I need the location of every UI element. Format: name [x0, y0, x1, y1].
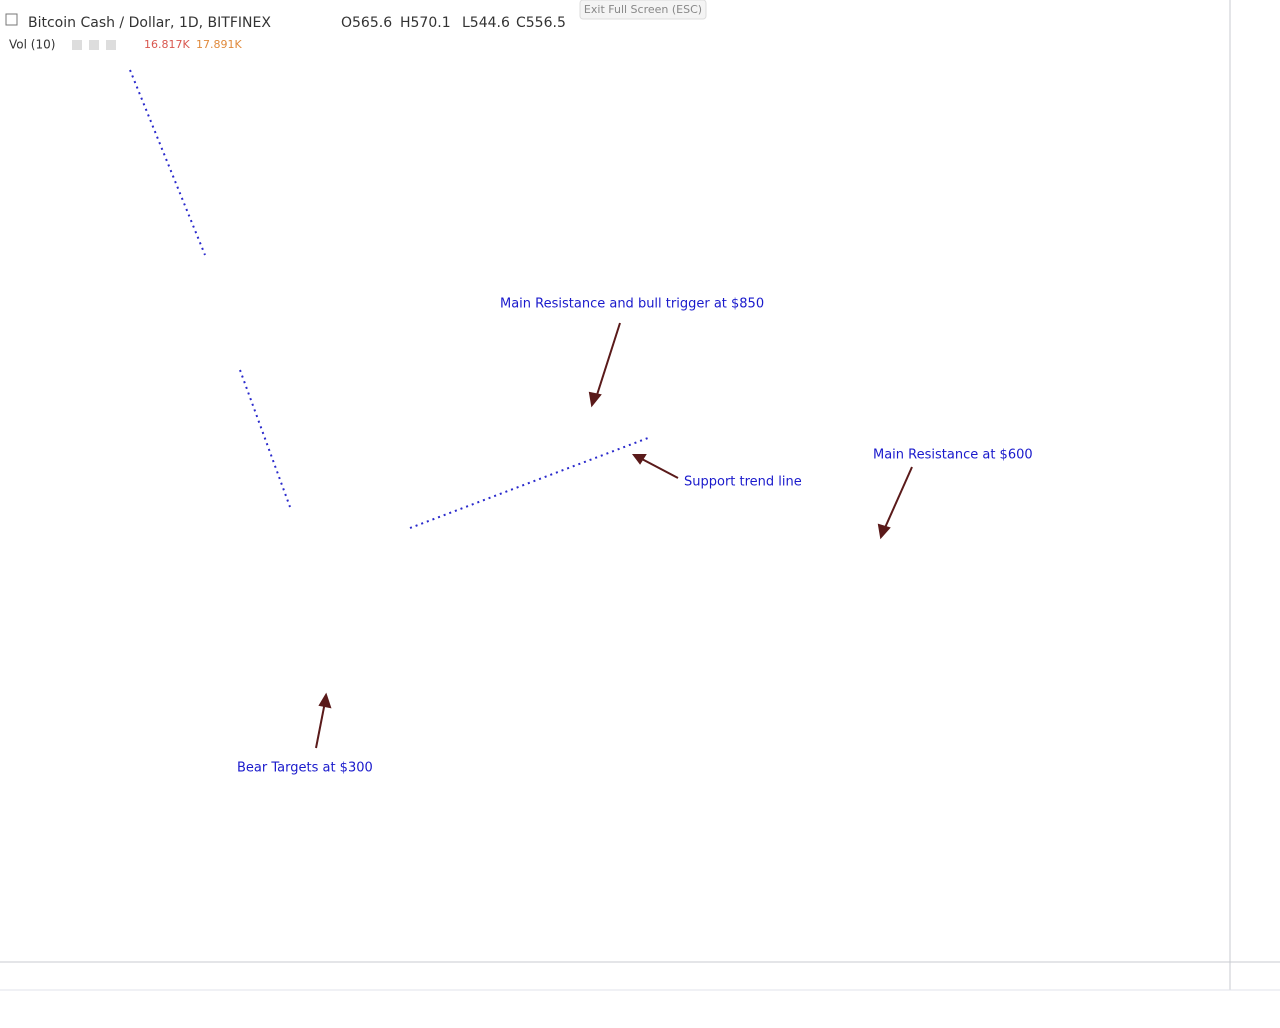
support-trend-line — [409, 437, 649, 529]
annotation: Main Resistance and bull trigger at $850 — [500, 297, 764, 312]
toolbar-bg — [0, 990, 1280, 1024]
collapse-icon[interactable] — [5, 13, 18, 26]
arrow-head — [877, 523, 891, 540]
annotation: Support trend line — [684, 475, 802, 490]
exit-full-screen[interactable] — [579, 0, 707, 20]
icon[interactable] — [89, 40, 99, 50]
ohlc-low: L544.6 — [462, 15, 510, 31]
symbol-title: Bitcoin Cash / Dollar, 1D, BITFINEX — [28, 15, 271, 31]
arrow-head — [632, 454, 647, 465]
axes — [0, 0, 1280, 990]
annotation: Main Resistance at $600 — [873, 448, 1033, 463]
ohlc-close: C556.5 — [516, 15, 566, 31]
ohlc-open: O565.6 — [341, 15, 392, 31]
arrow-head — [318, 692, 332, 709]
header: Bitcoin Cash / Dollar, 1D, BITFINEX O565… — [5, 0, 707, 52]
arrow — [595, 322, 621, 399]
icon[interactable] — [106, 40, 116, 50]
toolbar — [0, 989, 1280, 1024]
arrow — [883, 466, 913, 531]
trend-line — [239, 369, 291, 508]
arrow — [315, 701, 326, 749]
annotation: Bear Targets at $300 — [237, 761, 373, 776]
overlays: Main Resistance and bull trigger at $850… — [129, 69, 1033, 776]
vol-value: 16.817K — [144, 38, 190, 51]
vol-ma-value: 17.891K — [196, 38, 242, 51]
icon[interactable] — [72, 40, 82, 50]
arrow — [639, 457, 679, 479]
arrow-head — [588, 391, 602, 408]
vol-label: Vol (10) — [9, 38, 55, 52]
exit-full-screen-label: Exit Full Screen (ESC) — [584, 3, 702, 16]
arrows — [315, 322, 913, 749]
ohlc-high: H570.1 — [400, 15, 451, 31]
